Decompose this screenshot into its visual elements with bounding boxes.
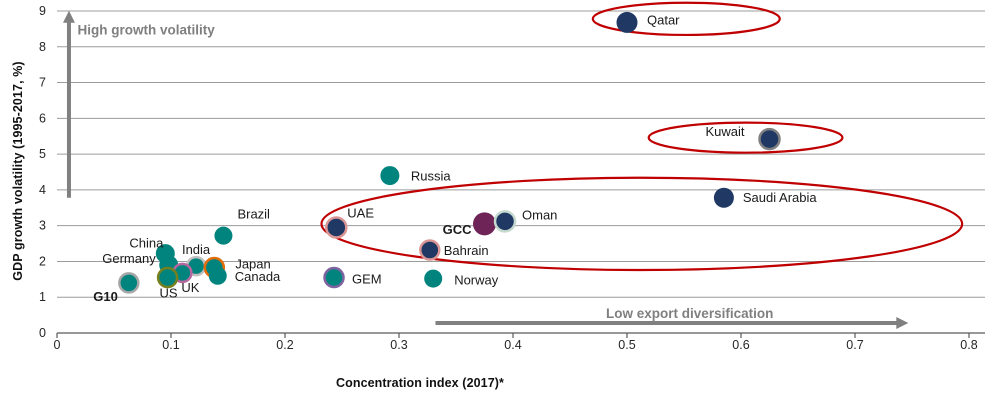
x-tick-label: 0.4 bbox=[504, 338, 521, 352]
x-tick-label: 0.5 bbox=[618, 338, 635, 352]
x-tick-label: 0.7 bbox=[846, 338, 863, 352]
x-tick-label: 0.6 bbox=[732, 338, 749, 352]
point-label-kuwait: Kuwait bbox=[705, 124, 744, 139]
gcc-group-ellipse bbox=[320, 176, 964, 272]
point-label-qatar: Qatar bbox=[647, 12, 680, 27]
point-label-brazil: Brazil bbox=[237, 207, 270, 222]
point-label-china: China bbox=[129, 236, 164, 251]
point-uae bbox=[325, 216, 348, 239]
point-label-saudi-arabia: Saudi Arabia bbox=[743, 190, 817, 205]
point-label-uae: UAE bbox=[347, 205, 374, 220]
point-label-canada: Canada bbox=[235, 269, 281, 284]
point-label-bahrain: Bahrain bbox=[444, 243, 489, 258]
x-tick-label: 0.1 bbox=[162, 338, 179, 352]
point-kuwait bbox=[758, 127, 781, 151]
high-growth-volatility-arrow-head bbox=[62, 10, 75, 23]
y-tick-label: 7 bbox=[39, 76, 46, 90]
point-label-japan: Japan bbox=[235, 257, 270, 272]
point-label-us: US bbox=[160, 286, 178, 301]
kuwait-ellipse bbox=[647, 121, 844, 154]
y-tick-label: 8 bbox=[39, 40, 46, 54]
y-tick-label: 6 bbox=[39, 111, 46, 125]
point-label-india: India bbox=[182, 242, 211, 257]
point-oman bbox=[493, 210, 517, 233]
low-export-diversification-arrow-label: Low export diversification bbox=[606, 306, 773, 321]
y-tick-label: 4 bbox=[39, 183, 46, 197]
point-gcc bbox=[473, 212, 496, 236]
point-qatar bbox=[616, 11, 638, 33]
point-label-g10: G10 bbox=[93, 289, 118, 304]
point-label-norway: Norway bbox=[454, 273, 499, 288]
y-tick-label: 3 bbox=[39, 219, 46, 233]
y-tick-label: 9 bbox=[39, 4, 46, 18]
point-gem bbox=[323, 266, 345, 289]
y-tick-label: 5 bbox=[39, 147, 46, 161]
y-tick-label: 0 bbox=[39, 326, 46, 340]
point-label-russia: Russia bbox=[411, 169, 452, 184]
x-tick-label: 0.2 bbox=[276, 338, 293, 352]
x-tick-label: 0.3 bbox=[390, 338, 407, 352]
x-axis-title: Concentration index (2017)* bbox=[335, 376, 504, 390]
point-canada bbox=[208, 266, 227, 285]
y-tick-label: 2 bbox=[39, 254, 46, 268]
point-label-uk: UK bbox=[181, 280, 199, 295]
point-bahrain bbox=[419, 239, 441, 261]
qatar-ellipse bbox=[591, 1, 781, 37]
point-russia bbox=[380, 166, 400, 186]
point-label-germany: Germany bbox=[102, 251, 156, 266]
y-axis-title: GDP growth volatility (1995-2017, %) bbox=[11, 61, 25, 281]
point-label-gem: GEM bbox=[352, 272, 382, 287]
high-growth-volatility-arrow-label: High growth volatility bbox=[78, 23, 216, 38]
point-us bbox=[156, 266, 179, 289]
point-label-oman: Oman bbox=[522, 207, 557, 222]
point-brazil bbox=[214, 226, 233, 245]
point-g10 bbox=[118, 272, 140, 294]
y-tick-label: 1 bbox=[39, 290, 46, 304]
x-tick-label: 0 bbox=[54, 338, 61, 352]
point-saudi-arabia bbox=[713, 187, 734, 208]
x-tick-label: 0.8 bbox=[960, 338, 977, 352]
low-export-diversification-arrow-head bbox=[896, 316, 909, 329]
point-norway bbox=[424, 269, 443, 288]
point-label-gcc: GCC bbox=[443, 222, 473, 237]
